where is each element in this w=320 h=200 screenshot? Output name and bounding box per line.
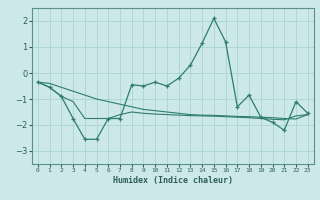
X-axis label: Humidex (Indice chaleur): Humidex (Indice chaleur) <box>113 176 233 185</box>
